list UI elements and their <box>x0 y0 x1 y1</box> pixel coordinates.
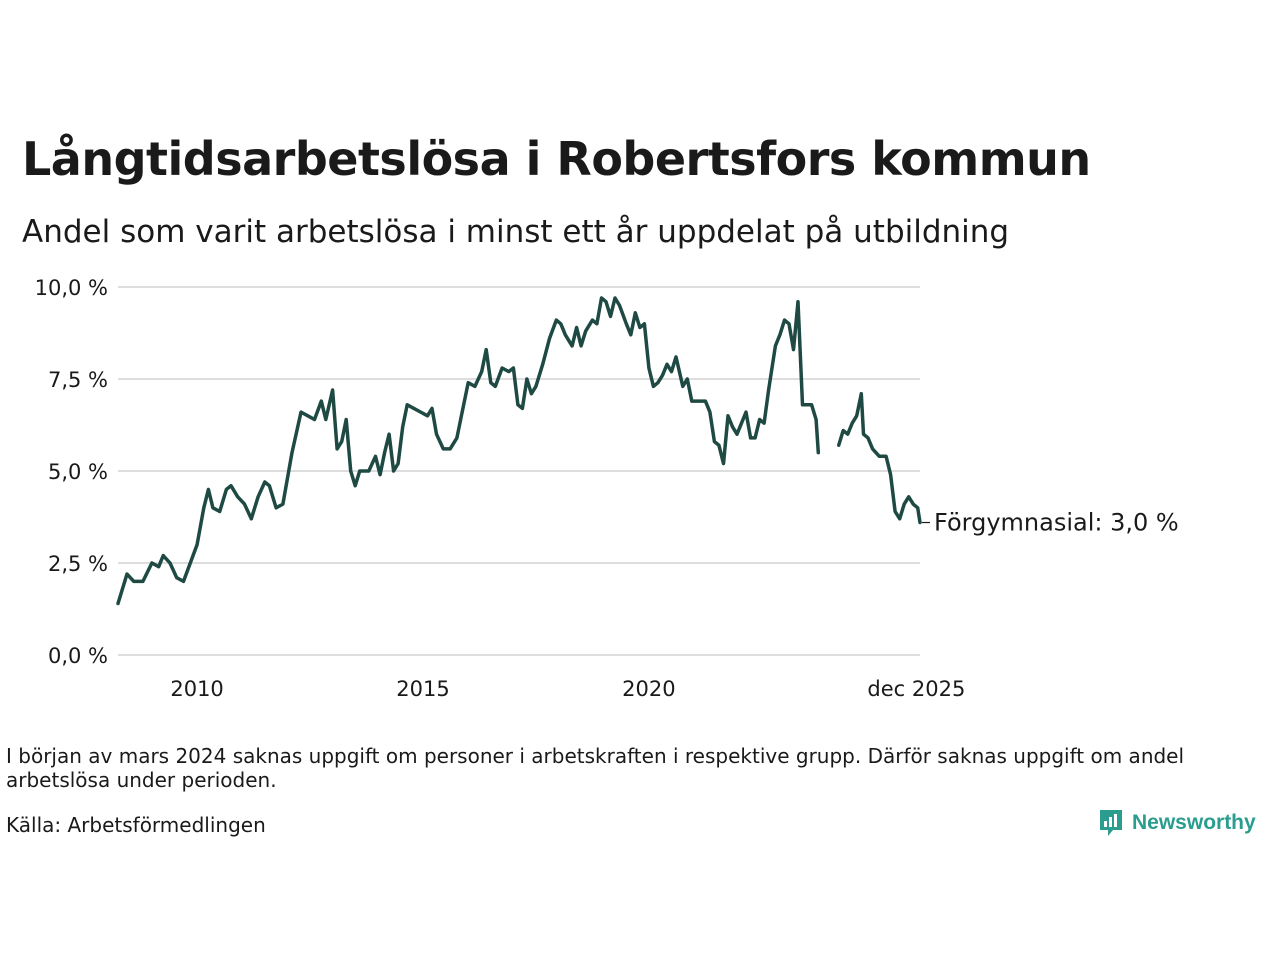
x-axis-ticks: 2010 2015 2020 dec 2025 <box>170 677 965 701</box>
footnote: I början av mars 2024 saknas uppgift om … <box>6 744 1185 792</box>
series-line <box>116 296 821 606</box>
y-tick-label: 2,5 % <box>48 552 108 576</box>
x-tick-label: 2010 <box>170 677 223 701</box>
y-tick-label: 7,5 % <box>48 368 108 392</box>
x-tick-label: 2020 <box>622 677 675 701</box>
x-tick-label: 2015 <box>396 677 449 701</box>
series-end-label: Förgymnasial: 3,0 % <box>934 509 1179 537</box>
source-credit: Källa: Arbetsförmedlingen <box>6 813 266 837</box>
bar-chart-icon <box>1100 810 1122 836</box>
grid-lines <box>118 286 920 656</box>
y-axis-ticks: 0,0 % 2,5 % 5,0 % 7,5 % 10,0 % <box>35 276 108 668</box>
brand-name: Newsworthy <box>1132 811 1256 834</box>
y-tick-label: 5,0 % <box>48 460 108 484</box>
chart-title: Långtidsarbetslösa i Robertsfors kommun <box>22 132 1091 186</box>
series-line <box>836 391 922 525</box>
chart-subtitle: Andel som varit arbetslösa i minst ett å… <box>22 214 1010 250</box>
newsworthy-logo[interactable]: Newsworthy <box>1098 808 1256 838</box>
series-labels: Förgymnasial: 3,0 % <box>922 509 1179 537</box>
y-tick-label: 0,0 % <box>48 644 108 668</box>
y-tick-label: 10,0 % <box>35 276 108 300</box>
series-lines <box>116 296 922 606</box>
x-tick-label: dec 2025 <box>867 677 965 701</box>
